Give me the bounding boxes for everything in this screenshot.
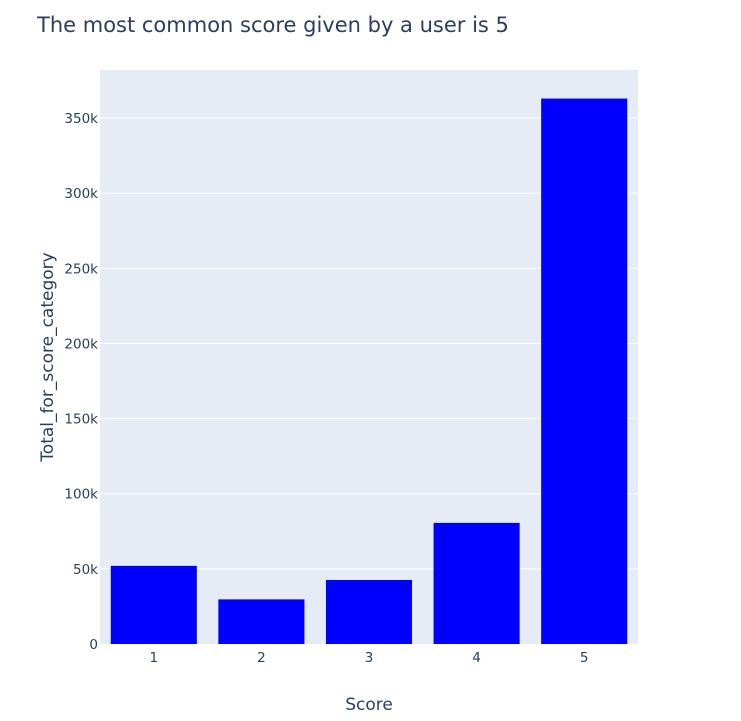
y-tick-label: 200k — [64, 336, 98, 352]
bars — [110, 98, 628, 644]
y-tick-label: 100k — [64, 487, 98, 503]
x-tick-label: 4 — [472, 650, 481, 666]
bar-score-2 — [218, 599, 305, 644]
x-tick-label: 2 — [257, 650, 266, 666]
y-tick-label: 300k — [64, 186, 98, 202]
x-tick-label: 1 — [150, 650, 159, 666]
x-tick-label: 3 — [365, 650, 374, 666]
y-tick-label: 150k — [64, 412, 98, 428]
y-axis-ticks: 0 50k 100k 150k 200k 250k 300k 350k — [64, 111, 98, 653]
bar-score-4 — [433, 522, 520, 644]
y-tick-label: 350k — [64, 111, 98, 127]
x-tick-label: 5 — [580, 650, 589, 666]
y-axis-title: Total_for_score_category — [38, 252, 58, 462]
bar-score-5 — [541, 98, 628, 644]
x-axis-ticks: 1 2 3 4 5 — [150, 650, 589, 666]
x-axis-title: Score — [345, 695, 393, 715]
y-tick-label: 250k — [64, 261, 98, 277]
bar-score-1 — [110, 565, 197, 644]
bar-score-3 — [325, 579, 413, 644]
chart-title: The most common score given by a user is… — [36, 13, 509, 37]
y-tick-label: 0 — [89, 637, 98, 653]
y-tick-label: 50k — [73, 562, 98, 578]
